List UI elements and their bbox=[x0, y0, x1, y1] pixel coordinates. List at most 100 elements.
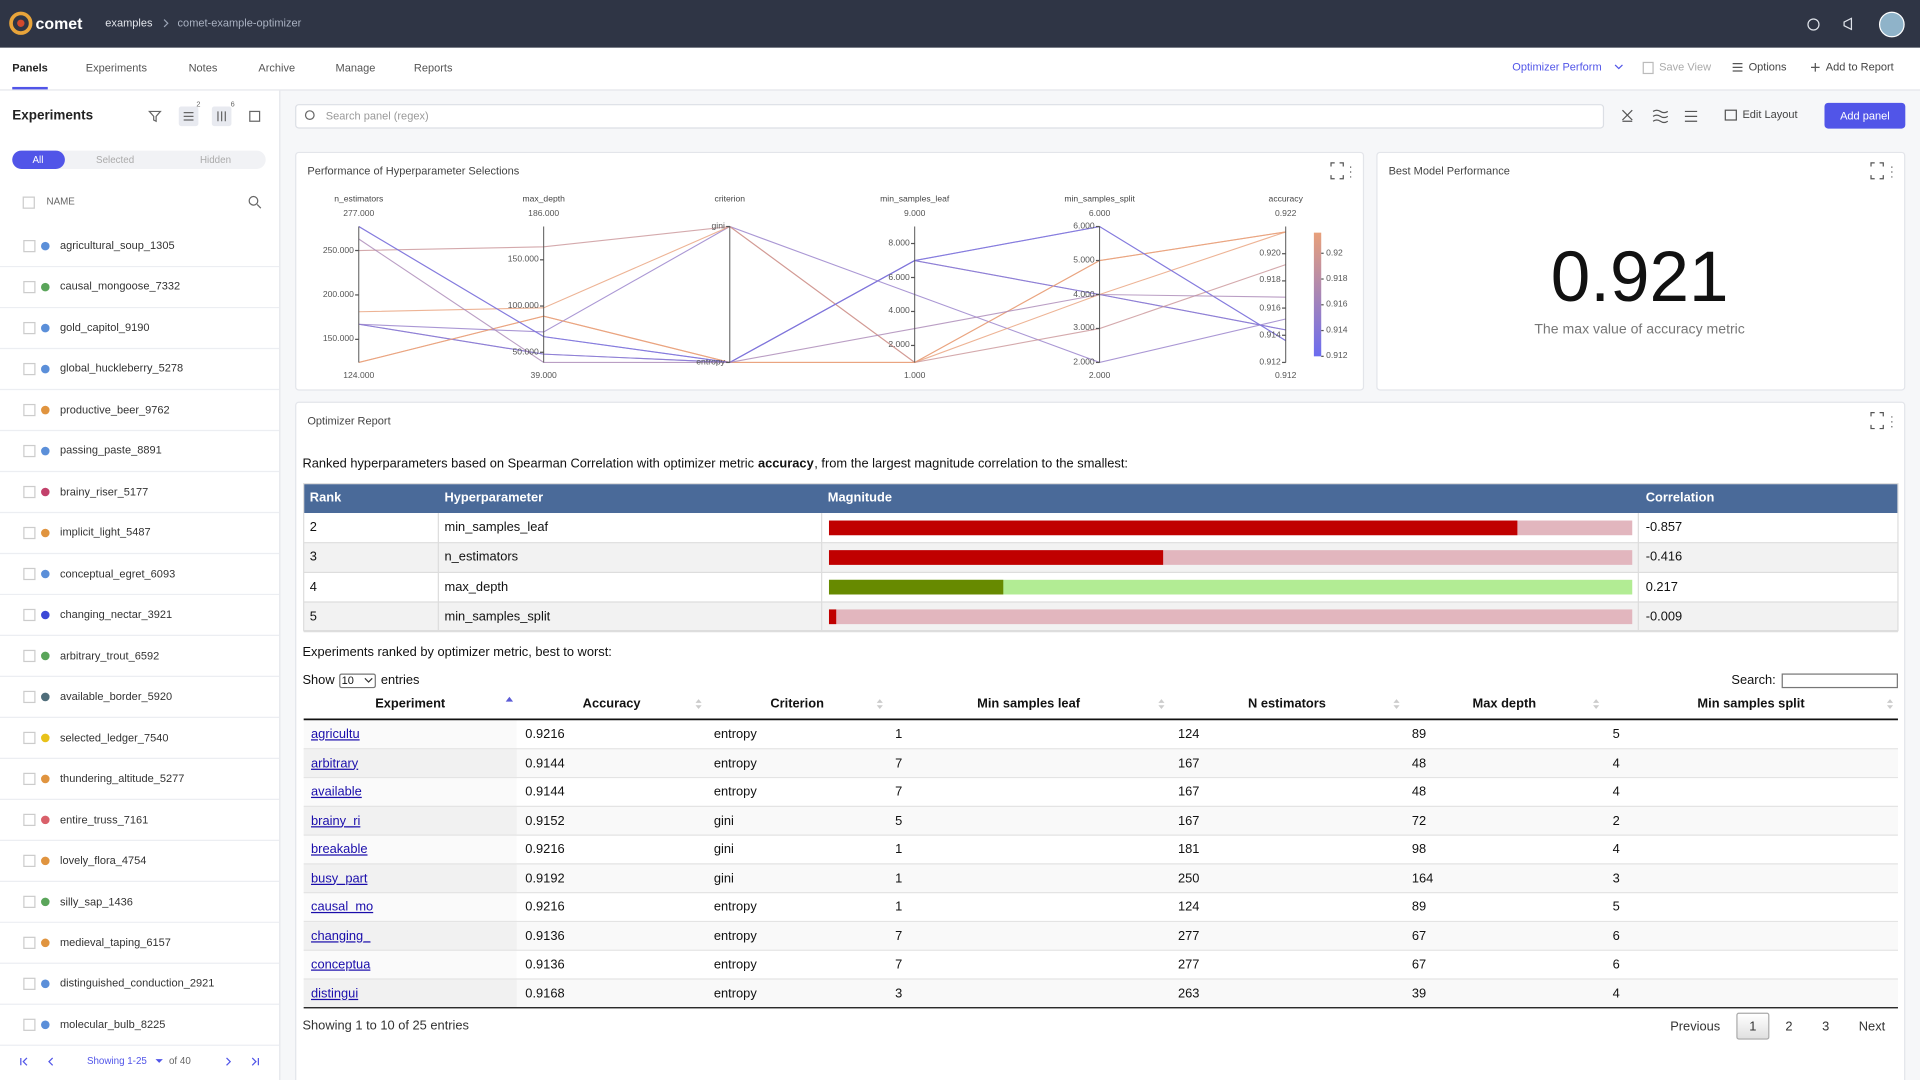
page-size[interactable]: 10 bbox=[342, 675, 354, 686]
filter-tab[interactable]: All bbox=[33, 155, 44, 165]
axis-name: criterion bbox=[715, 195, 745, 204]
page-button[interactable]: Previous bbox=[1670, 1020, 1720, 1033]
tab[interactable]: Experiments bbox=[86, 63, 147, 74]
page-button[interactable]: 3 bbox=[1822, 1020, 1829, 1033]
cell: 89 bbox=[1412, 728, 1426, 741]
experiment-name[interactable]: selected_ledger_7540 bbox=[60, 732, 168, 743]
panel-search[interactable] bbox=[295, 104, 1604, 128]
experiment-link[interactable]: agricultu bbox=[311, 728, 360, 741]
tick-label: 8.000 bbox=[888, 239, 909, 248]
cell: 67 bbox=[1412, 958, 1426, 971]
cell: 167 bbox=[1178, 786, 1199, 799]
experiment-name[interactable]: conceptual_egret_6093 bbox=[60, 568, 175, 579]
breadcrumb[interactable]: examples bbox=[105, 18, 152, 29]
experiment-link[interactable]: available bbox=[311, 786, 362, 799]
category-label: gini bbox=[712, 222, 725, 231]
hyperparameter: max_depth bbox=[444, 581, 508, 594]
experiment-name[interactable]: distinguished_conduction_2921 bbox=[60, 978, 214, 989]
experiment-link[interactable]: distingui bbox=[311, 987, 358, 1000]
column-header[interactable]: Min samples split bbox=[1697, 698, 1804, 711]
tab[interactable]: Manage bbox=[336, 63, 376, 74]
experiment-name[interactable]: gold_capitol_9190 bbox=[60, 323, 149, 334]
cell: entropy bbox=[714, 786, 757, 799]
experiment-link[interactable]: conceptua bbox=[311, 958, 370, 971]
experiment-link[interactable]: brainy_ri bbox=[311, 815, 360, 828]
add-panel-label[interactable]: Add panel bbox=[1840, 110, 1890, 121]
axis-range-label: 0.912 bbox=[1275, 372, 1296, 381]
column-header[interactable]: N estimators bbox=[1248, 698, 1326, 711]
column-header[interactable]: Criterion bbox=[770, 698, 824, 711]
table-search[interactable] bbox=[1782, 673, 1898, 688]
table-header: Rank bbox=[310, 492, 341, 505]
rank: 4 bbox=[310, 581, 317, 594]
experiment-name[interactable]: silly_sap_1436 bbox=[60, 896, 133, 907]
tab[interactable]: Reports bbox=[414, 63, 453, 74]
experiment-name[interactable]: thundering_altitude_5277 bbox=[60, 773, 184, 784]
correlation: -0.009 bbox=[1646, 610, 1682, 623]
tick-label: 0.914 bbox=[1259, 331, 1280, 340]
experiment-link[interactable]: causal_mo bbox=[311, 901, 373, 914]
experiment-name[interactable]: arbitrary_trout_6592 bbox=[60, 650, 159, 661]
edit-layout[interactable]: Edit Layout bbox=[1742, 110, 1797, 121]
cell: 5 bbox=[895, 815, 902, 828]
tab[interactable]: Archive bbox=[258, 63, 295, 74]
cell: entropy bbox=[714, 958, 757, 971]
experiment-name[interactable]: agricultural_soup_1305 bbox=[60, 241, 175, 252]
cell: entropy bbox=[714, 728, 757, 741]
sidebar-title: Experiments bbox=[12, 110, 93, 123]
axis-range-label: 1.000 bbox=[904, 372, 925, 381]
cell: 4 bbox=[1613, 987, 1620, 1000]
experiment-name[interactable]: productive_beer_9762 bbox=[60, 405, 170, 416]
cell: 0.9216 bbox=[525, 728, 564, 741]
view-select[interactable]: Optimizer Perform bbox=[1512, 62, 1601, 73]
colorbar-label: 0.912 bbox=[1326, 352, 1347, 361]
experiment-name[interactable]: lovely_flora_4754 bbox=[60, 855, 146, 866]
experiment-name[interactable]: brainy_riser_5177 bbox=[60, 487, 148, 498]
tick-label: 50.000 bbox=[513, 348, 539, 357]
cell: 124 bbox=[1178, 728, 1199, 741]
experiment-name[interactable]: passing_paste_8891 bbox=[60, 446, 162, 457]
page-button[interactable]: Next bbox=[1859, 1020, 1885, 1033]
search-placeholder[interactable]: Search panel (regex) bbox=[326, 110, 429, 121]
cell: 0.9216 bbox=[525, 901, 564, 914]
save-view[interactable]: Save View bbox=[1659, 62, 1711, 73]
experiment-name[interactable]: implicit_light_5487 bbox=[60, 527, 151, 538]
rank: 5 bbox=[310, 610, 317, 623]
experiment-name[interactable]: available_border_5920 bbox=[60, 691, 172, 702]
tick-label: 0.920 bbox=[1259, 249, 1280, 258]
breadcrumb: comet-example-optimizer bbox=[178, 18, 302, 29]
experiment-name[interactable]: causal_mongoose_7332 bbox=[60, 282, 180, 293]
experiment-link[interactable]: busy_part bbox=[311, 872, 367, 885]
column-header[interactable]: Min samples leaf bbox=[977, 698, 1080, 711]
experiment-name[interactable]: global_huckleberry_5278 bbox=[60, 364, 183, 375]
tab[interactable]: Panels bbox=[12, 63, 48, 74]
column-header[interactable]: Experiment bbox=[375, 698, 445, 711]
cell: 67 bbox=[1412, 930, 1426, 943]
intro-text: Ranked hyperparameters based on Spearman… bbox=[302, 458, 757, 471]
experiment-link[interactable]: breakable bbox=[311, 843, 367, 856]
axis-range-label: 0.922 bbox=[1275, 210, 1296, 219]
cell: 0.9192 bbox=[525, 872, 564, 885]
filter-tab[interactable]: Selected bbox=[96, 155, 134, 165]
options[interactable]: Options bbox=[1749, 62, 1787, 73]
experiment-name[interactable]: medieval_taping_6157 bbox=[60, 937, 171, 948]
column-header[interactable]: Max depth bbox=[1472, 698, 1536, 711]
badge: 2 bbox=[196, 102, 200, 109]
add-to-report[interactable]: Add to Report bbox=[1826, 62, 1894, 73]
filter-tab[interactable]: Hidden bbox=[200, 155, 231, 165]
cell: 1 bbox=[895, 901, 902, 914]
experiment-name[interactable]: molecular_bulb_8225 bbox=[60, 1019, 165, 1030]
cell: 89 bbox=[1412, 901, 1426, 914]
cell: 7 bbox=[895, 958, 902, 971]
experiment-name[interactable]: changing_nectar_3921 bbox=[60, 609, 172, 620]
page-button[interactable]: 2 bbox=[1785, 1020, 1792, 1033]
tick-label: 0.912 bbox=[1259, 358, 1280, 367]
cell: 277 bbox=[1178, 930, 1199, 943]
experiment-link[interactable]: changing_ bbox=[311, 930, 370, 943]
pager-total: of 40 bbox=[169, 1057, 191, 1067]
page-button[interactable]: 1 bbox=[1749, 1020, 1756, 1033]
column-header[interactable]: Accuracy bbox=[583, 698, 641, 711]
tab[interactable]: Notes bbox=[189, 63, 218, 74]
experiment-link[interactable]: arbitrary bbox=[311, 757, 358, 770]
experiment-name[interactable]: entire_truss_7161 bbox=[60, 814, 148, 825]
